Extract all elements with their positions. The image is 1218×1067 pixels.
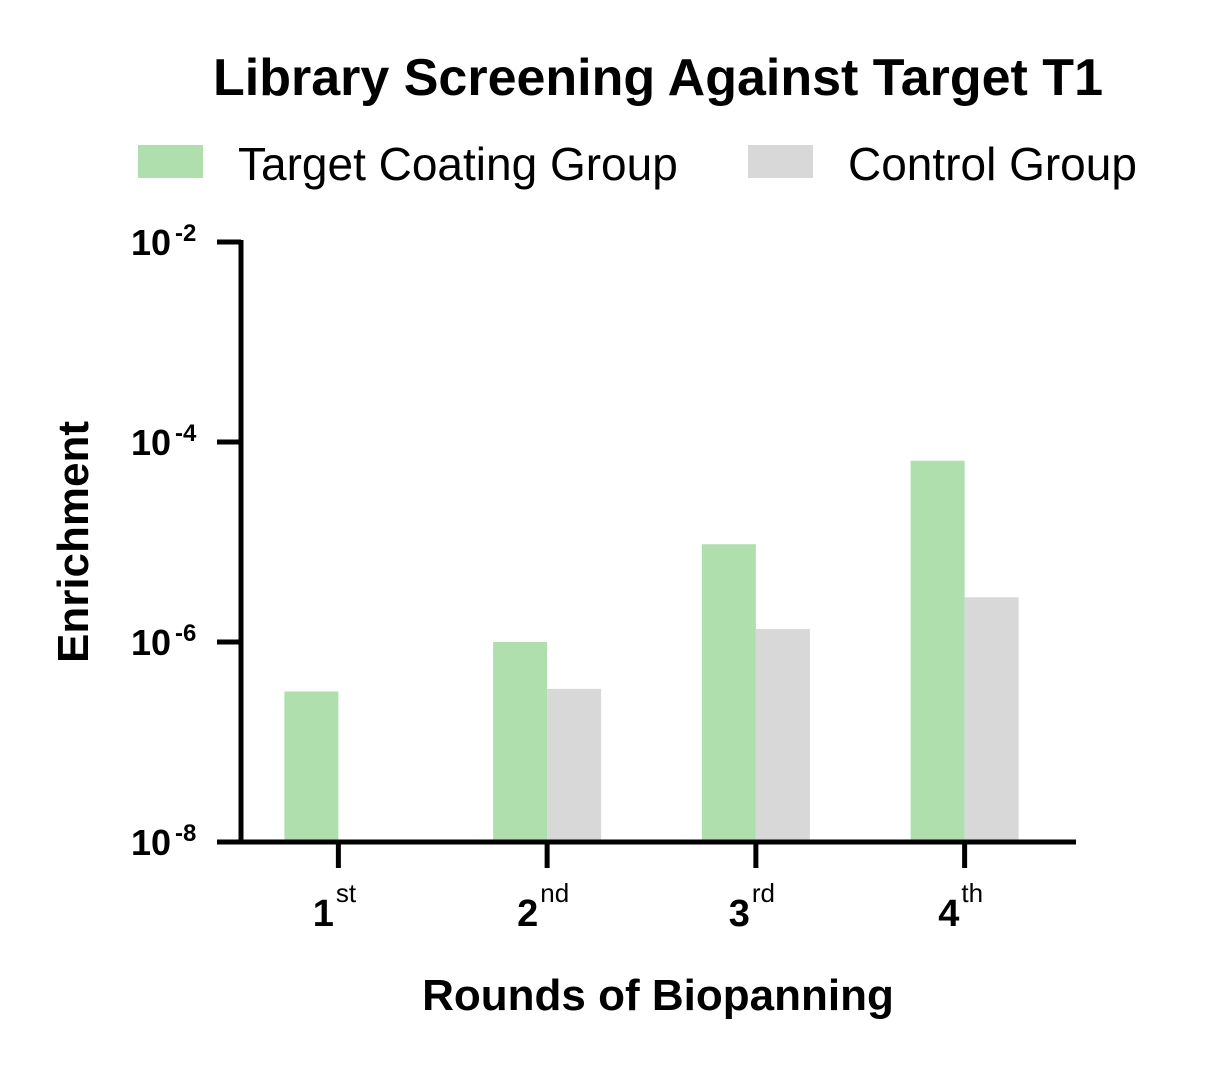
- bar-control-round-3: [755, 628, 810, 842]
- y-tick-label: 10 -8: [131, 820, 196, 863]
- bar-control-round-4: [964, 597, 1019, 842]
- bar-target-coating-round-4: [910, 460, 965, 842]
- y-tick-label: 10 -6: [131, 620, 196, 663]
- y-tick-label: 10 -4: [131, 420, 197, 463]
- bars: [284, 460, 1019, 842]
- x-tick-label: 4th: [938, 878, 983, 935]
- y-ticks: 10-8 10-6 10-4 10-2: [131, 220, 241, 863]
- x-tick-label: 2nd: [517, 878, 569, 935]
- legend-swatch-target-coating: [138, 145, 203, 178]
- y-axis-label: Enrichment: [49, 421, 98, 663]
- legend-label-target-coating: Target Coating Group: [238, 138, 678, 190]
- x-ticks: 1st 2nd 3rd 4th: [313, 842, 983, 935]
- axes: [238, 240, 1076, 845]
- x-tick-label: 1st: [313, 878, 357, 935]
- bar-target-coating-round-2: [493, 642, 548, 842]
- bar-control-round-2: [547, 688, 602, 842]
- y-tick-label: 10 -2: [131, 220, 196, 263]
- legend-swatch-control: [748, 145, 813, 178]
- legend-label-control: Control Group: [848, 138, 1137, 190]
- legend: Target Coating Group Control Group: [138, 138, 1137, 190]
- x-axis-label: Rounds of Biopanning: [422, 971, 894, 1020]
- x-tick-label: 3rd: [729, 878, 775, 935]
- bar-target-coating-round-1: [284, 691, 339, 842]
- chart-title: Library Screening Against Target T1: [213, 49, 1103, 107]
- bar-target-coating-round-3: [701, 544, 756, 842]
